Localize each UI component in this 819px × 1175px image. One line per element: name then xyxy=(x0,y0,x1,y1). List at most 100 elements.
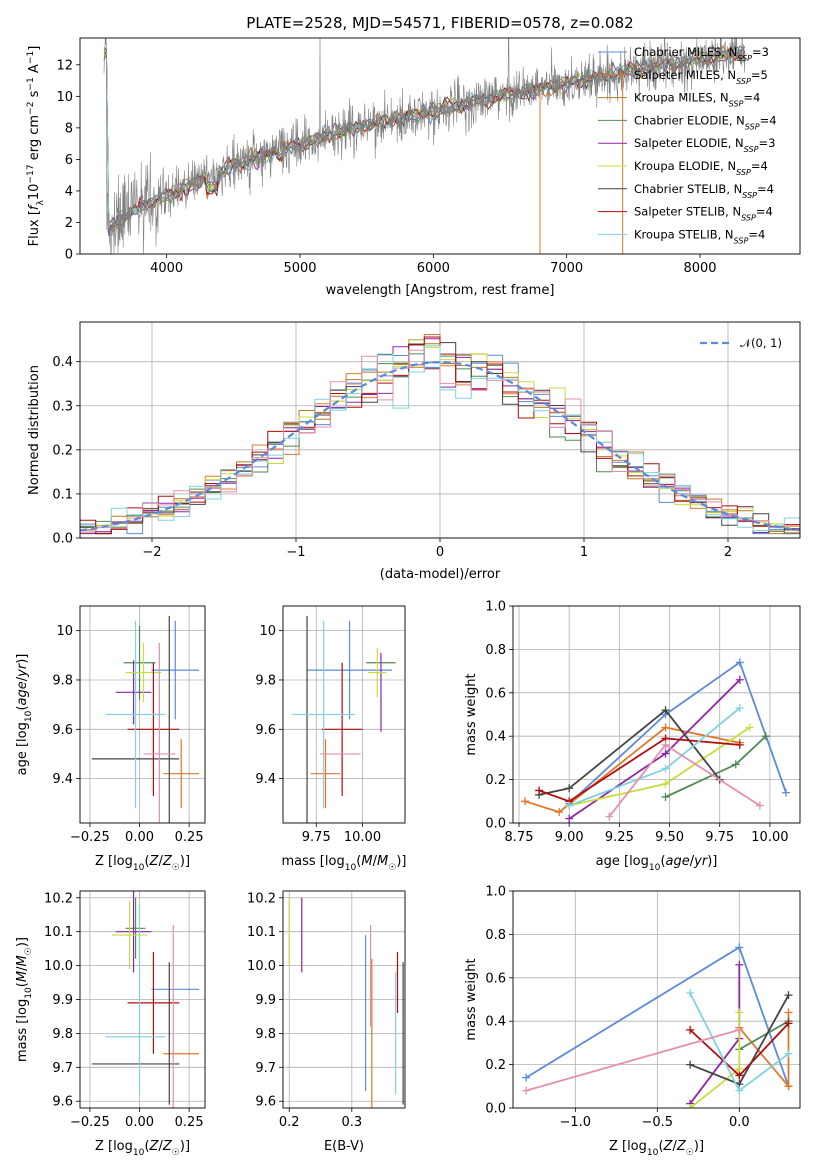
y-tick-label: 10.2 xyxy=(247,891,276,906)
weight-line xyxy=(568,707,741,807)
weight-line xyxy=(568,679,741,820)
y-tick-label: 0.0 xyxy=(52,532,73,547)
y-tick-label: 9.8 xyxy=(255,673,276,688)
weight-line xyxy=(538,737,740,803)
y-tick-label: 9.4 xyxy=(52,772,73,787)
observed-spectrum xyxy=(103,38,746,254)
y-tick-label: 0.0 xyxy=(485,817,506,832)
axes-frame xyxy=(79,605,206,824)
x-axis-label: Z [log10(Z/Z☉)] xyxy=(609,1139,704,1158)
weight-marker xyxy=(735,943,744,952)
age-vs-mass-panel: 9.75 10.00 9.4 9.6 9.8 10 mass [log10(M/M☉)] xyxy=(255,605,407,873)
legend-entry: 𝒩(0, 1) xyxy=(740,336,782,350)
y-tick-label: 0 xyxy=(65,248,73,263)
weight-marker xyxy=(784,1019,793,1028)
x-tick-label: 0.3 xyxy=(341,1115,362,1130)
weight-marker xyxy=(565,801,574,810)
x-tick-label: 9.75 xyxy=(705,830,734,845)
y-tick-label: 0.4 xyxy=(485,1015,506,1030)
weight-marker xyxy=(735,703,744,712)
weight-marker xyxy=(735,1025,744,1034)
weight-marker xyxy=(784,1008,793,1017)
axes-frame xyxy=(79,890,206,1109)
x-tick-label: 0 xyxy=(436,545,444,560)
error-bars xyxy=(91,615,200,823)
weight-marker xyxy=(661,779,670,788)
weight-marker xyxy=(661,792,670,801)
legend: Chabrier MILES, NSSP=3 Salpeter MILES, NS… xyxy=(598,45,777,245)
x-tick-label: −1.0 xyxy=(560,1115,592,1130)
x-tick-label: 0.2 xyxy=(279,1115,300,1130)
x-tick-label: 7000 xyxy=(550,261,583,276)
weight-marker xyxy=(755,801,764,810)
y-tick-label: 0.2 xyxy=(52,443,73,458)
axes-frame xyxy=(512,605,801,824)
x-tick-label: 0.25 xyxy=(175,830,204,845)
y-tick-label: 10.1 xyxy=(247,925,276,940)
weight-marker xyxy=(661,723,670,732)
x-axis-label: Z [log10(Z/Z☉)] xyxy=(95,854,190,873)
x-tick-label: 10.00 xyxy=(344,830,381,845)
error-bars xyxy=(292,615,396,823)
weight-lines xyxy=(522,943,793,1108)
weight-lines xyxy=(521,658,790,823)
x-tick-label: −1 xyxy=(286,545,305,560)
weight-marker xyxy=(661,740,670,749)
x-tick-label: 10.00 xyxy=(751,830,788,845)
y-tick-label: 0.1 xyxy=(52,487,73,502)
x-axis-label: (data-model)/error xyxy=(380,567,501,582)
weight-marker xyxy=(781,788,790,797)
y-axis-label: mass weight xyxy=(464,673,479,755)
weight-marker xyxy=(735,675,744,684)
y-tick-label: 9.8 xyxy=(255,1027,276,1042)
y-tick-label: 10.2 xyxy=(44,891,73,906)
y-tick-label: 6 xyxy=(65,153,73,168)
x-tick-label: 8000 xyxy=(683,261,716,276)
x-tick-label: 9.00 xyxy=(555,830,584,845)
y-tick-label: 0.6 xyxy=(485,971,506,986)
x-tick-label: 9.25 xyxy=(605,830,634,845)
mass-weight-vs-metallicity-panel: −1.0 −0.5 0.0 0.0 0.2 0.4 0.6 0.8 1.0 Z [log10(Z/… xyxy=(464,885,801,1158)
y-tick-label: 4 xyxy=(65,184,73,199)
y-tick-label: 0.2 xyxy=(485,773,506,788)
x-tick-label: 9.50 xyxy=(655,830,684,845)
weight-marker xyxy=(735,740,744,749)
y-tick-label: 0.6 xyxy=(485,686,506,701)
histograms xyxy=(80,334,800,538)
y-tick-label: 0.4 xyxy=(52,355,73,370)
weight-marker xyxy=(731,760,740,769)
chart-title: PLATE=2528, MJD=54571, FIBERID=0578, z=0… xyxy=(246,14,633,32)
legend-entry: Chabrier STELIB, NSSP=4 xyxy=(634,182,774,200)
y-tick-label: 0.2 xyxy=(485,1058,506,1073)
gaussian-curve xyxy=(80,360,800,532)
y-tick-label: 9.9 xyxy=(255,993,276,1008)
weight-line xyxy=(738,1020,789,1051)
y-tick-label: 2 xyxy=(65,216,73,231)
x-tick-label: 8.75 xyxy=(505,830,534,845)
x-tick-label: −0.25 xyxy=(70,1115,110,1130)
axes-frame xyxy=(79,321,801,539)
weight-marker xyxy=(735,1086,744,1095)
x-axis-label: mass [log10(M/M☉)] xyxy=(281,854,406,873)
y-tick-label: 9.6 xyxy=(52,1095,73,1110)
y-tick-label: 9.7 xyxy=(52,1061,73,1076)
y-tick-label: 9.8 xyxy=(52,1027,73,1042)
y-tick-label: 9.7 xyxy=(255,1061,276,1076)
weight-marker xyxy=(686,1104,695,1108)
y-tick-label: 9.6 xyxy=(52,723,73,738)
weight-marker xyxy=(686,988,695,997)
weight-line xyxy=(525,1029,740,1092)
x-tick-label: −0.25 xyxy=(70,830,110,845)
y-tick-label: 10.0 xyxy=(44,959,73,974)
y-tick-label: 9.4 xyxy=(255,772,276,787)
weight-marker xyxy=(745,723,754,732)
y-tick-label: 0.0 xyxy=(485,1102,506,1117)
weight-marker xyxy=(565,784,574,793)
legend-entry: Salpeter STELIB, NSSP=4 xyxy=(634,205,773,223)
y-tick-label: 10.1 xyxy=(44,925,73,940)
x-tick-label: 0.00 xyxy=(125,1115,154,1130)
legend-entry: Chabrier ELODIE, NSSP=4 xyxy=(634,113,777,130)
legend-entry: Kroupa MILES, NSSP=4 xyxy=(634,91,760,109)
y-tick-label: 9.8 xyxy=(52,673,73,688)
